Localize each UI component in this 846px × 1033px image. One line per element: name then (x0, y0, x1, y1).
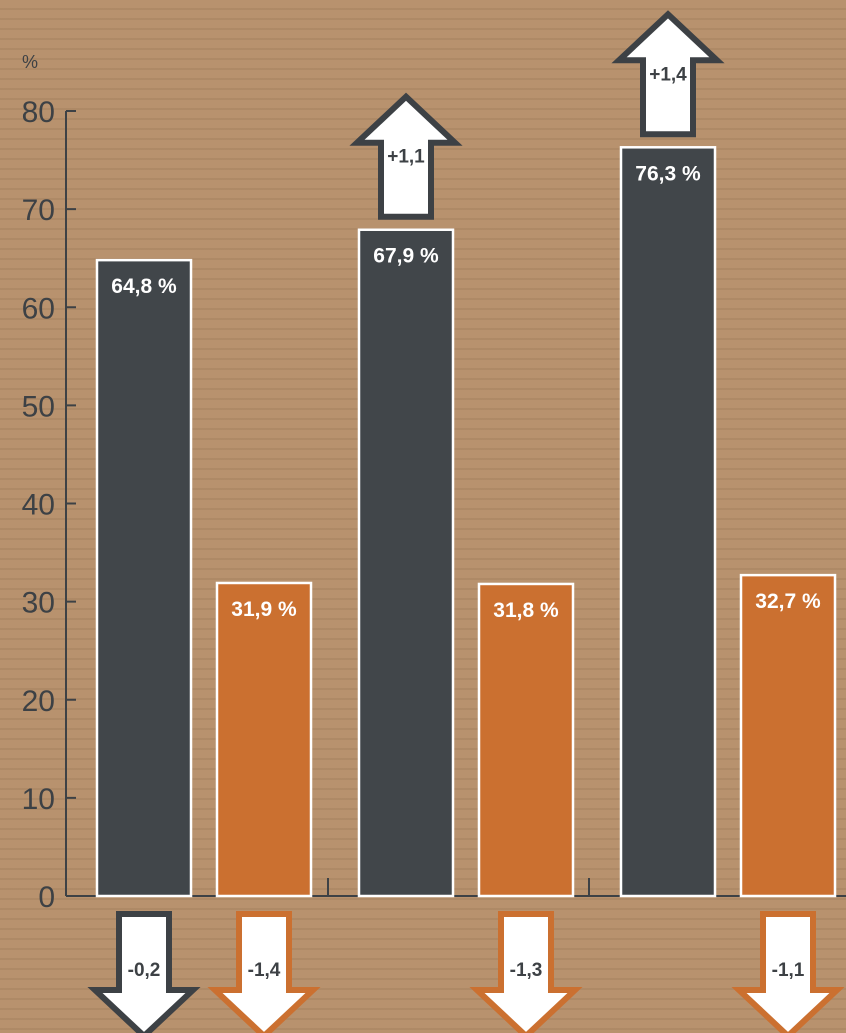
y-tick-label: 50 (22, 390, 55, 423)
y-tick-label: 10 (22, 783, 55, 816)
bar-value-label: 32,7 % (755, 590, 821, 613)
bar-value-label: 31,8 % (493, 599, 559, 622)
change-label: -1,1 (772, 960, 805, 981)
bar (477, 582, 575, 898)
y-axis-unit-label: % (22, 52, 38, 72)
bar (739, 573, 837, 898)
bar-value-label: 67,9 % (373, 245, 439, 268)
change-arrow-down (469, 911, 583, 1033)
bar (95, 258, 193, 898)
y-tick-label: 70 (22, 194, 55, 227)
change-arrow-up (349, 92, 463, 220)
bar (619, 146, 717, 898)
bar (215, 581, 313, 898)
y-tick-label: 40 (22, 489, 55, 522)
change-arrow-down (731, 911, 845, 1033)
y-tick-label: 30 (22, 587, 55, 620)
change-label: -0,2 (128, 960, 161, 981)
bar-value-label: 76,3 % (635, 162, 701, 185)
bar-value-label: 31,9 % (231, 598, 297, 621)
change-arrow-down (87, 911, 201, 1033)
bar-value-label: 64,8 % (111, 275, 177, 298)
change-arrow-down (207, 911, 321, 1033)
y-tick-label: 60 (22, 292, 55, 325)
change-label: +1,4 (649, 64, 687, 85)
change-arrow-up (611, 10, 725, 138)
change-label: +1,1 (387, 147, 425, 168)
y-tick-label: 80 (22, 96, 55, 129)
bar (357, 228, 455, 898)
change-label: -1,4 (248, 960, 281, 981)
change-label: -1,3 (510, 960, 543, 981)
y-tick-label: 20 (22, 685, 55, 718)
y-tick-label: 0 (38, 881, 55, 914)
